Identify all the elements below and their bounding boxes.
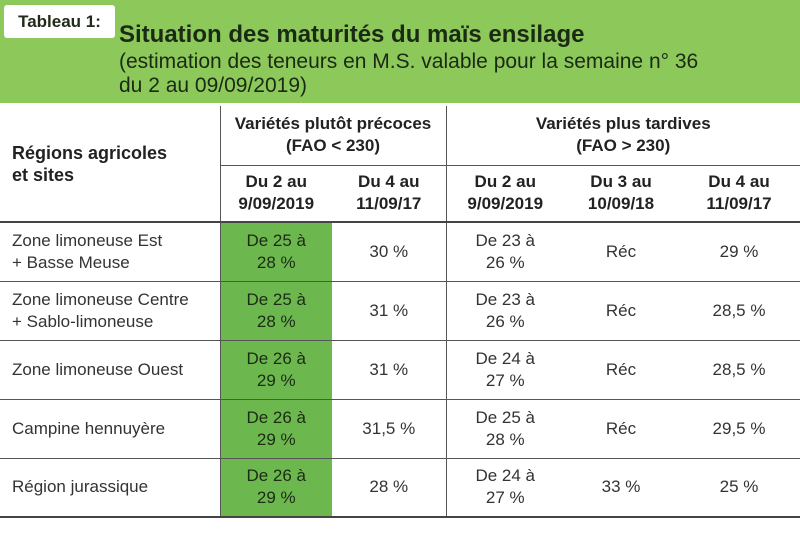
value-cell-highlighted: De 25 à 28 %	[220, 222, 332, 282]
region-name-line-1: Zone limoneuse Centre	[12, 289, 189, 309]
region-column-header: Régions agricoles et sites	[0, 106, 221, 223]
table-title: Situation des maturités du maïs ensilage	[119, 21, 585, 48]
region-cell: Zone limoneuse Centre + Sablo-limoneuse	[0, 281, 221, 341]
value-cell-highlighted: De 25 à 28 %	[220, 281, 332, 341]
table-row: Région jurassique De 26 à 29 % 28 % De 24…	[0, 458, 800, 518]
value-cell: De 25 à 28 %	[446, 399, 564, 459]
date-header-line-2: 10/09/18	[587, 194, 655, 214]
value-line-1: De 23 à	[475, 289, 536, 309]
date-header-line-1: Du 4 au	[708, 172, 770, 192]
value-line-1: De 25 à	[246, 289, 307, 309]
table-subtitle: (estimation des teneurs en M.S. valable …	[119, 50, 780, 98]
group-header-early-line-2: (FAO < 230)	[285, 136, 380, 156]
value-line-1: De 24 à	[475, 466, 536, 486]
value-cell: Réc	[564, 222, 678, 282]
date-header-line-2: 9/09/2019	[467, 194, 544, 214]
table-row: Zone limoneuse Ouest De 26 à 29 % 31 % De…	[0, 340, 800, 400]
region-cell: Zone limoneuse Est + Basse Meuse	[0, 222, 221, 282]
value-cell: 28 %	[332, 458, 447, 518]
value-cell: 28,5 %	[678, 281, 800, 341]
value-line-1: De 26 à	[246, 348, 307, 368]
region-name-line-2: + Basse Meuse	[12, 252, 130, 272]
date-header-line-2: 11/09/17	[706, 194, 772, 214]
date-header: Du 2 au 9/09/2019	[220, 165, 332, 223]
value-cell: Réc	[564, 340, 678, 400]
group-header-early-line-1: Variétés plutôt précoces	[234, 114, 432, 134]
value-line-1: De 25 à	[475, 407, 536, 427]
value-line-2: 28 %	[256, 311, 296, 331]
value-cell: 25 %	[678, 458, 800, 518]
date-header: Du 4 au 11/09/17	[332, 165, 447, 223]
value-cell: Réc	[564, 399, 678, 459]
region-name-line-1: Zone limoneuse Ouest	[12, 359, 184, 379]
date-header-line-2: 9/09/2019	[238, 194, 315, 214]
date-header-line-1: Du 4 au	[358, 172, 420, 192]
group-header-late-line-2: (FAO > 230)	[576, 136, 671, 156]
table-row: Zone limoneuse Centre + Sablo-limoneuse D…	[0, 281, 800, 341]
region-cell: Campine hennuyère	[0, 399, 221, 459]
value-line-2: 26 %	[485, 311, 525, 331]
group-header-late-line-1: Variétés plus tardives	[535, 114, 711, 134]
value-line-1: De 26 à	[246, 466, 307, 486]
value-line-2: 26 %	[485, 252, 525, 272]
value-line-2: 27 %	[485, 370, 525, 390]
value-line-2: 29 %	[256, 429, 296, 449]
value-cell-highlighted: De 26 à 29 %	[220, 399, 332, 459]
subtitle-line-2: du 2 au 09/09/2019)	[119, 74, 307, 97]
maturity-table: Régions agricoles et sites Variétés plut…	[0, 106, 800, 518]
date-header: Du 2 au 9/09/2019	[446, 165, 564, 223]
value-cell: 29 %	[678, 222, 800, 282]
value-cell: 31,5 %	[332, 399, 447, 459]
value-cell-highlighted: De 26 à 29 %	[220, 458, 332, 518]
group-header-late: Variétés plus tardives (FAO > 230)	[446, 106, 800, 166]
value-line-1: De 26 à	[246, 407, 307, 427]
value-line-2: 29 %	[256, 370, 296, 390]
value-line-1: De 25 à	[246, 230, 307, 250]
value-cell: 31 %	[332, 281, 447, 341]
value-line-2: 28 %	[485, 429, 525, 449]
value-cell: 31 %	[332, 340, 447, 400]
region-cell: Zone limoneuse Ouest	[0, 340, 221, 400]
date-header-line-1: Du 2 au	[474, 172, 536, 192]
region-header-line-1: Régions agricoles	[12, 142, 168, 163]
value-cell: Réc	[564, 281, 678, 341]
value-cell: De 24 à 27 %	[446, 340, 564, 400]
value-cell-highlighted: De 26 à 29 %	[220, 340, 332, 400]
value-cell: 29,5 %	[678, 399, 800, 459]
value-cell: 33 %	[564, 458, 678, 518]
value-cell: 30 %	[332, 222, 447, 282]
value-cell: De 23 à 26 %	[446, 222, 564, 282]
region-name-line-2: + Sablo-limoneuse	[12, 311, 154, 331]
table-number-tag: Tableau 1:	[4, 5, 115, 38]
region-name-line-1: Campine hennuyère	[12, 418, 166, 438]
region-name-line-1: Région jurassique	[12, 477, 149, 497]
date-header-line-1: Du 3 au	[590, 172, 652, 192]
group-header-early: Variétés plutôt précoces (FAO < 230)	[220, 106, 447, 166]
value-line-2: 28 %	[256, 252, 296, 272]
date-header: Du 4 au 11/09/17	[678, 165, 800, 223]
date-header-line-1: Du 2 au	[245, 172, 307, 192]
date-header-line-2: 11/09/17	[356, 194, 422, 214]
table-row: Campine hennuyère De 26 à 29 % 31,5 % De …	[0, 399, 800, 459]
date-header: Du 3 au 10/09/18	[564, 165, 678, 223]
region-header-line-2: et sites	[12, 164, 75, 185]
value-cell: De 23 à 26 %	[446, 281, 564, 341]
region-name-line-1: Zone limoneuse Est	[12, 230, 163, 250]
table-caption-header: Tableau 1: Situation des maturités du ma…	[0, 0, 800, 103]
value-line-1: De 24 à	[475, 348, 536, 368]
region-cell: Région jurassique	[0, 458, 221, 518]
value-cell: 28,5 %	[678, 340, 800, 400]
subtitle-line-1: (estimation des teneurs en M.S. valable …	[119, 50, 699, 73]
value-line-2: 29 %	[256, 488, 296, 508]
value-line-1: De 23 à	[475, 230, 536, 250]
value-cell: De 24 à 27 %	[446, 458, 564, 518]
value-line-2: 27 %	[485, 488, 525, 508]
